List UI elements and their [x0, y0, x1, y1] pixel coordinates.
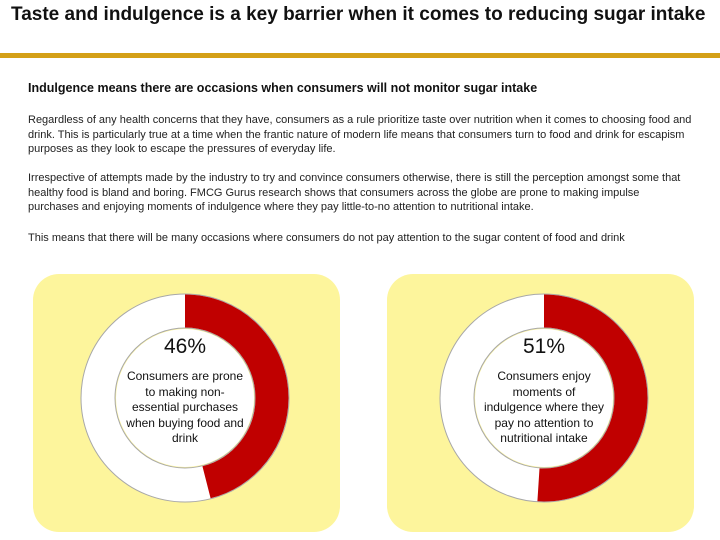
donut-hole-right [475, 329, 613, 467]
stat-description-right: Consumers enjoy moments of indulgence wh… [483, 369, 605, 445]
donut-hole-left [116, 329, 254, 467]
stat-value-right: 51% [522, 335, 566, 358]
donut-value-arc-left [81, 294, 289, 502]
slide-subtitle: Indulgence means there are occasions whe… [28, 81, 538, 95]
stat-panel-left: 46% Consumers are prone to making non-es… [33, 274, 340, 532]
donut-value-arc-right [440, 294, 648, 502]
title-divider [0, 53, 720, 58]
donut-chart-right [439, 293, 649, 503]
slide-title: Taste and indulgence is a key barrier wh… [11, 4, 706, 25]
paragraph-2: Irrespective of attempts made by the ind… [28, 172, 681, 213]
stat-description-left: Consumers are prone to making non-essent… [126, 369, 244, 445]
stat-panel-right: 51% Consumers enjoy moments of indulgenc… [387, 274, 694, 532]
donut-chart-left [80, 293, 290, 503]
stat-value-left: 46% [163, 335, 207, 358]
paragraph-3: This means that there will be many occas… [28, 232, 625, 244]
paragraph-1: Regardless of any health concerns that t… [28, 114, 692, 155]
